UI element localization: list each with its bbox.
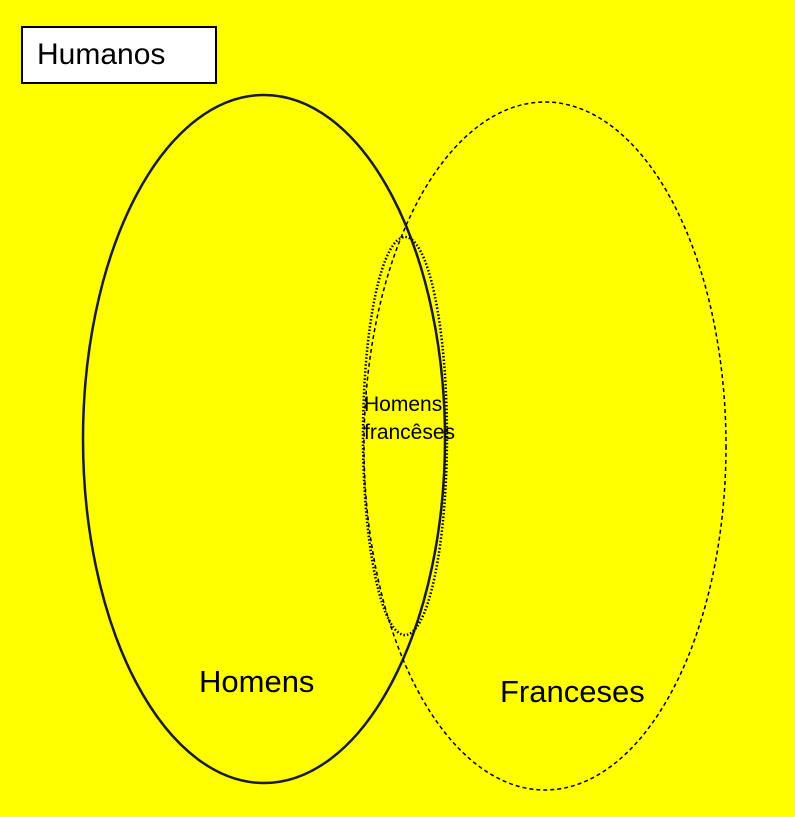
intersection-label-line2: francêses	[364, 421, 456, 444]
intersection-set-ellipse	[361, 235, 449, 637]
universe-label: Humanos	[37, 38, 166, 71]
men-set-ellipse	[81, 93, 447, 785]
intersection-label-line1: Homens	[364, 393, 443, 416]
universe-label-box: Humanos	[21, 26, 217, 84]
french-set-ellipse	[363, 101, 727, 791]
men-set-label: Homens	[199, 664, 315, 699]
french-set-label: Franceses	[500, 674, 645, 709]
intersection-label: Homens francêses	[364, 391, 455, 447]
